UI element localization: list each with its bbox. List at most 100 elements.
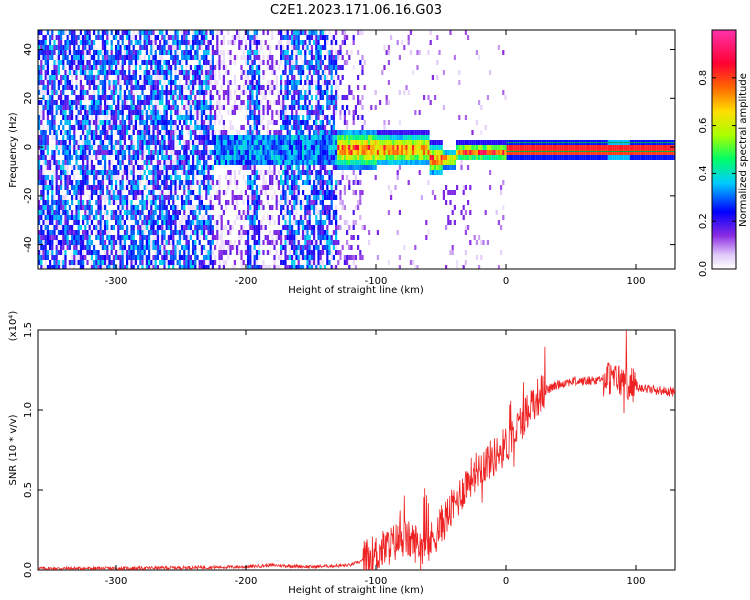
heatmap-cell	[165, 220, 168, 225]
heatmap-cell	[253, 200, 256, 205]
heatmap-cell	[60, 215, 63, 220]
heatmap-cell	[77, 240, 80, 245]
heatmap-cell	[310, 50, 313, 55]
heatmap-cell	[260, 40, 263, 45]
heatmap-cell	[381, 155, 384, 160]
heatmap-cell	[123, 75, 126, 80]
heatmap-cell	[104, 55, 107, 60]
heatmap-cell	[137, 60, 140, 65]
heatmap-cell	[51, 175, 54, 180]
heatmap-cell	[293, 160, 296, 165]
heatmap-cell	[57, 150, 60, 155]
heatmap-cell	[159, 55, 162, 60]
heatmap-cell	[97, 205, 100, 210]
heatmap-cell	[192, 70, 195, 75]
heatmap-cell	[297, 35, 300, 40]
heatmap-cell	[73, 260, 76, 265]
heatmap-cell	[170, 235, 173, 240]
heatmap-cell	[295, 200, 298, 205]
heatmap-cell	[211, 125, 214, 130]
heatmap-cell	[260, 225, 263, 230]
heatmap-cell	[200, 110, 203, 115]
heatmap-cell	[288, 80, 291, 85]
heatmap-cell	[255, 30, 258, 35]
heatmap-cell	[236, 130, 239, 135]
heatmap-cell	[62, 235, 65, 240]
heatmap-cell	[68, 175, 71, 180]
heatmap-cell	[229, 140, 232, 145]
heatmap-cell	[60, 200, 63, 205]
heatmap-cell	[97, 100, 100, 105]
heatmap-cell	[62, 105, 65, 110]
heatmap-cell	[86, 140, 89, 145]
heatmap-cell	[183, 235, 186, 240]
heatmap-cell	[330, 60, 333, 65]
heatmap-cell	[319, 185, 322, 190]
heatmap-cell	[313, 235, 316, 240]
heatmap-cell	[264, 170, 267, 175]
heatmap-cell	[55, 175, 58, 180]
heatmap-cell	[73, 215, 76, 220]
heatmap-cell	[130, 100, 133, 105]
heatmap-cell	[216, 40, 219, 45]
heatmap-cell	[319, 90, 322, 95]
heatmap-cell	[84, 95, 87, 100]
heatmap-cell	[55, 90, 58, 95]
heatmap-cell	[117, 210, 120, 215]
heatmap-cell	[198, 230, 201, 235]
heatmap-cell	[198, 90, 201, 95]
heatmap-cell	[236, 35, 239, 40]
heatmap-cell	[207, 220, 210, 225]
heatmap-cell	[266, 85, 269, 90]
heatmap-cell	[42, 160, 45, 165]
heatmap-cell	[141, 115, 144, 120]
heatmap-cell	[104, 195, 107, 200]
heatmap-cell	[183, 105, 186, 110]
heatmap-cell	[288, 155, 291, 160]
heatmap-cell	[280, 130, 283, 135]
heatmap-cell	[64, 30, 67, 35]
heatmap-cell	[148, 235, 151, 240]
heatmap-cell	[145, 160, 148, 165]
heatmap-cell	[280, 85, 283, 90]
heatmap-cell	[185, 265, 188, 269]
heatmap-cell	[97, 35, 100, 40]
heatmap-cell	[88, 245, 91, 250]
heatmap-cell	[194, 205, 197, 210]
heatmap-cell	[119, 165, 122, 170]
heatmap-cell	[291, 65, 294, 70]
heatmap-cell	[86, 230, 89, 235]
heatmap-cell	[57, 50, 60, 55]
heatmap-cell	[317, 40, 320, 45]
heatmap-cell	[126, 55, 129, 60]
heatmap-cell	[240, 75, 243, 80]
heatmap-cell	[90, 140, 93, 145]
heatmap-cell	[194, 40, 197, 45]
heatmap-cell	[332, 215, 335, 220]
heatmap-cell	[308, 245, 311, 250]
heatmap-cell	[218, 180, 221, 185]
heatmap-cell	[319, 95, 322, 100]
heatmap-cell	[49, 210, 52, 215]
heatmap-cell	[145, 235, 148, 240]
heatmap-cell	[128, 235, 131, 240]
heatmap-cell	[176, 115, 179, 120]
heatmap-cell	[40, 120, 43, 125]
heatmap-cell	[115, 250, 118, 255]
heatmap-cell	[167, 40, 170, 45]
heatmap-cell	[218, 200, 221, 205]
heatmap-cell	[339, 140, 342, 145]
heatmap-cell	[231, 110, 234, 115]
heatmap-cell	[82, 115, 85, 120]
heatmap-cell	[156, 65, 159, 70]
heatmap-cell	[119, 75, 122, 80]
heatmap-cell	[205, 195, 208, 200]
heatmap-cell	[218, 215, 221, 220]
heatmap-cell	[64, 85, 67, 90]
heatmap-cell	[264, 185, 267, 190]
heatmap-cell	[187, 140, 190, 145]
heatmap-cell	[376, 140, 379, 145]
heatmap-cell	[363, 130, 366, 135]
heatmap-cell	[106, 265, 109, 269]
heatmap-cell	[62, 30, 65, 35]
